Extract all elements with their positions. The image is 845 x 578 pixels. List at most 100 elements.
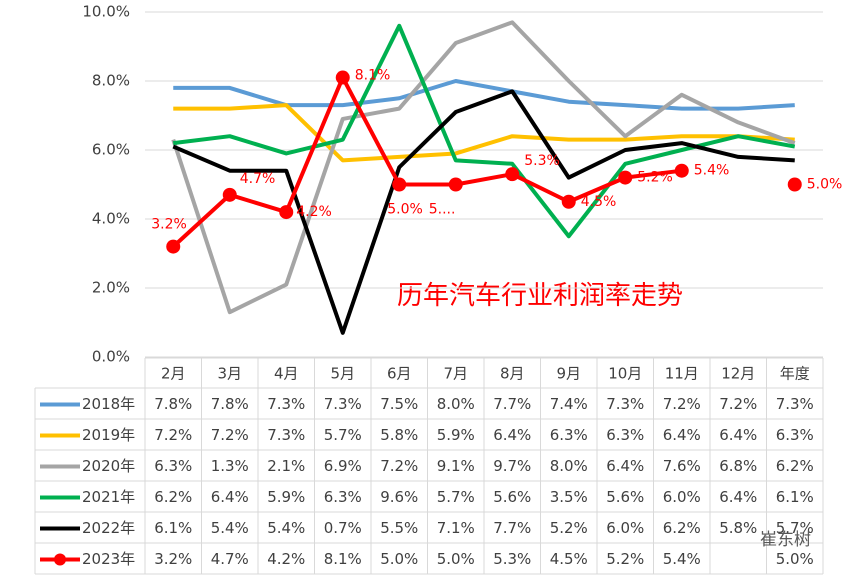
table-cell: 5.9% [267, 488, 305, 506]
x-tick-label: 3月 [217, 365, 242, 383]
data-label: 5.0% [807, 177, 843, 193]
table-cell: 9.7% [493, 457, 531, 475]
data-label: 5.4% [694, 163, 730, 179]
series-marker [166, 239, 181, 254]
x-tick-label: 6月 [387, 365, 412, 383]
table-cell: 4.5% [550, 550, 588, 568]
table-cell: 6.4% [663, 426, 701, 444]
table-cell: 0.7% [324, 519, 362, 537]
table-cell: 7.5% [380, 395, 418, 413]
series-marker [279, 205, 294, 220]
table-cell: 7.2% [154, 426, 192, 444]
table-cell: 5.7% [437, 488, 475, 506]
x-tick-label: 7月 [443, 365, 468, 383]
data-label: 4.2% [296, 204, 332, 220]
table-cell: 5.4% [663, 550, 701, 568]
y-tick-label: 6.0% [92, 141, 130, 159]
series-marker [448, 177, 463, 192]
table-cell: 9.1% [437, 457, 475, 475]
table-cell: 5.2% [606, 550, 644, 568]
table-cell: 5.0% [437, 550, 475, 568]
data-label: 5.3% [524, 153, 560, 169]
chart-title: 历年汽车行业利润率走势 [397, 281, 683, 310]
table-cell: 7.8% [211, 395, 249, 413]
x-tick-label: 8月 [500, 365, 525, 383]
legend-label: 2019年 [82, 426, 135, 444]
table-cell: 6.8% [719, 457, 757, 475]
series-line [173, 103, 795, 163]
legend-label: 2022年 [82, 519, 135, 537]
table-cell: 6.3% [606, 426, 644, 444]
table-cell: 4.7% [211, 550, 249, 568]
x-tick-label: 11月 [665, 365, 699, 383]
table-cell: 8.0% [437, 395, 475, 413]
table-cell: 5.8% [719, 519, 757, 537]
table-cell: 7.2% [211, 426, 249, 444]
table-cell: 7.7% [493, 519, 531, 537]
table-cell: 7.1% [437, 519, 475, 537]
series-marker [392, 177, 407, 192]
table-cell: 6.0% [663, 488, 701, 506]
legend-label: 2021年 [82, 488, 135, 506]
table-cell: 6.3% [550, 426, 588, 444]
series-marker [787, 177, 802, 192]
table-cell: 7.3% [606, 395, 644, 413]
table-cell: 6.3% [154, 457, 192, 475]
table-cell: 7.6% [663, 457, 701, 475]
table-cell: 7.3% [776, 395, 814, 413]
series-line [172, 89, 795, 335]
legend-label: 2023年 [82, 550, 135, 568]
table-cell: 5.4% [211, 519, 249, 537]
table-cell: 6.3% [776, 426, 814, 444]
table-cell: 7.7% [493, 395, 531, 413]
table-cell: 7.3% [267, 395, 305, 413]
table-cell: 7.4% [550, 395, 588, 413]
table-cell: 7.2% [663, 395, 701, 413]
y-tick-label: 4.0% [92, 210, 130, 228]
x-tick-label: 5月 [330, 365, 355, 383]
data-label: 5.0% [387, 202, 423, 218]
table-cell: 6.2% [154, 488, 192, 506]
data-label: 5.... [429, 202, 456, 218]
table-cell: 6.4% [493, 426, 531, 444]
table-cell: 5.2% [550, 519, 588, 537]
table-cell: 3.2% [154, 550, 192, 568]
table-cell: 6.1% [776, 488, 814, 506]
x-tick-label: 年度 [780, 365, 810, 383]
table-cell: 6.3% [324, 488, 362, 506]
x-tick-label: 10月 [608, 365, 642, 383]
y-tick-label: 2.0% [92, 279, 130, 297]
table-cell: 6.0% [606, 519, 644, 537]
table-cell: 1.3% [211, 457, 249, 475]
y-tick-label: 8.0% [92, 72, 130, 90]
data-label: 4.7% [240, 171, 276, 187]
table-cell: 6.4% [719, 488, 757, 506]
table-cell: 8.1% [324, 550, 362, 568]
table-cell: 6.4% [606, 457, 644, 475]
grid [145, 11, 823, 358]
table-cell: 6.2% [663, 519, 701, 537]
table-cell: 5.7% [776, 519, 814, 537]
table-cell: 6.4% [719, 426, 757, 444]
table-cell: 5.4% [267, 519, 305, 537]
table-cell: 3.5% [550, 488, 588, 506]
series-line [173, 79, 795, 111]
table-cell: 7.3% [267, 426, 305, 444]
table-cell: 5.0% [380, 550, 418, 568]
series-line [173, 23, 796, 239]
y-tick-label: 0.0% [92, 348, 130, 366]
table-cell: 5.9% [437, 426, 475, 444]
x-tick-label: 4月 [274, 365, 299, 383]
table-cell: 5.8% [380, 426, 418, 444]
data-label: 5.2% [637, 170, 673, 186]
table-cell: 9.6% [380, 488, 418, 506]
table-cell: 2.1% [267, 457, 305, 475]
table-cell: 6.1% [154, 519, 192, 537]
table-cell: 5.0% [776, 550, 814, 568]
table-cell: 5.3% [493, 550, 531, 568]
series-marker [335, 70, 350, 85]
data-label: 8.1% [355, 68, 391, 84]
table-cell: 6.9% [324, 457, 362, 475]
legend-label: 2018年 [82, 395, 135, 413]
